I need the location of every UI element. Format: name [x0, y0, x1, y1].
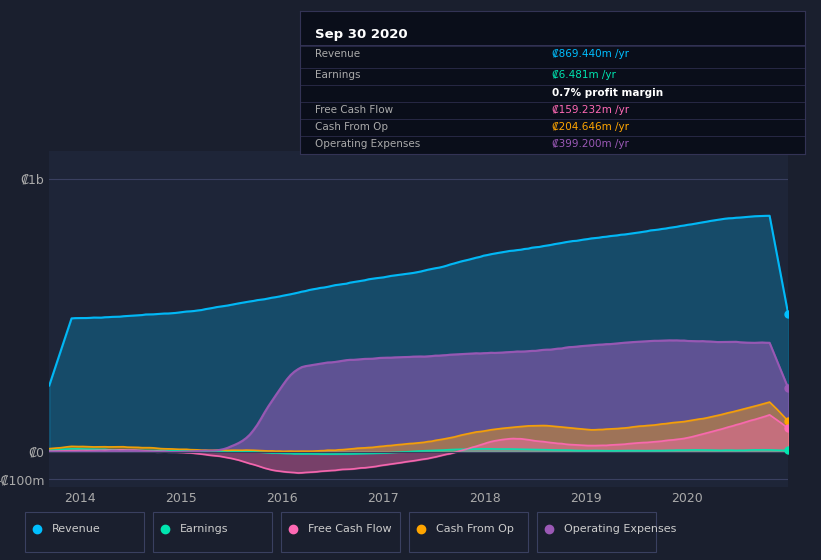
- Text: Cash From Op: Cash From Op: [436, 524, 514, 534]
- Text: ₡869.440m /yr: ₡869.440m /yr: [552, 49, 629, 59]
- Text: ₡399.200m /yr: ₡399.200m /yr: [552, 139, 629, 149]
- Text: Earnings: Earnings: [180, 524, 228, 534]
- Text: Sep 30 2020: Sep 30 2020: [314, 29, 407, 41]
- Text: Earnings: Earnings: [314, 71, 360, 81]
- Text: Operating Expenses: Operating Expenses: [564, 524, 677, 534]
- Text: 0.7% profit margin: 0.7% profit margin: [552, 87, 663, 97]
- Text: ₡204.646m /yr: ₡204.646m /yr: [552, 122, 629, 132]
- Text: Revenue: Revenue: [52, 524, 100, 534]
- Text: Free Cash Flow: Free Cash Flow: [314, 105, 393, 115]
- Text: ₡6.481m /yr: ₡6.481m /yr: [552, 71, 616, 81]
- Text: ₡159.232m /yr: ₡159.232m /yr: [552, 105, 629, 115]
- Text: Free Cash Flow: Free Cash Flow: [308, 524, 392, 534]
- Text: Cash From Op: Cash From Op: [314, 122, 388, 132]
- Text: Revenue: Revenue: [314, 49, 360, 59]
- Text: Operating Expenses: Operating Expenses: [314, 139, 420, 149]
